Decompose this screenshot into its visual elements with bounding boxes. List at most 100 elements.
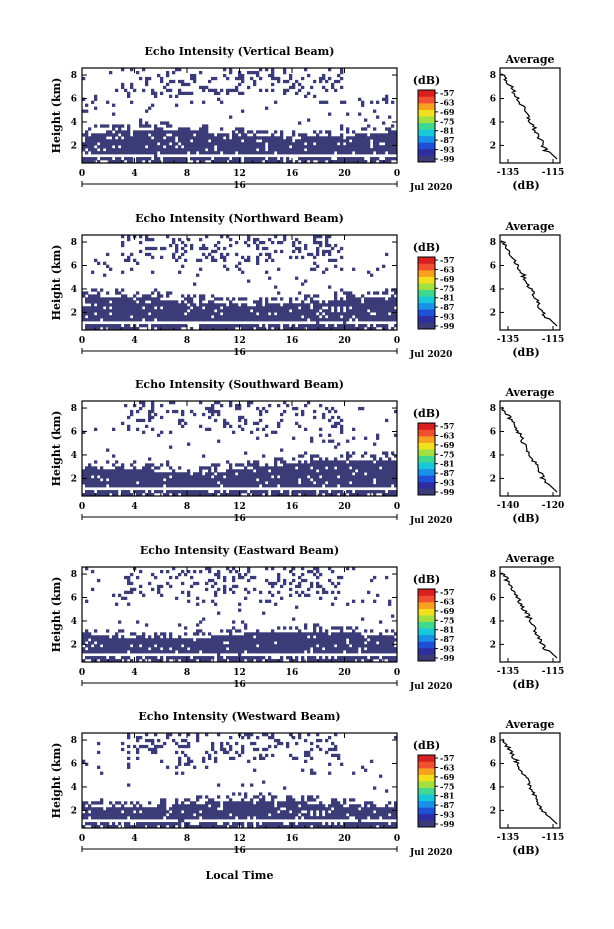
heatmap-cell — [313, 157, 317, 161]
heatmap-cell — [388, 315, 392, 319]
heatmap-cell — [199, 475, 203, 479]
heatmap-cell — [253, 160, 257, 164]
heatmap-cell — [244, 490, 248, 494]
heatmap-cell — [142, 300, 146, 304]
heatmap-cell — [361, 463, 365, 467]
heatmap-cell — [157, 635, 161, 639]
heatmap-cell — [133, 472, 137, 476]
heatmap-cell — [106, 638, 110, 642]
heatmap-cell — [142, 632, 146, 636]
heatmap-cell — [91, 466, 95, 470]
heatmap-cell — [388, 475, 392, 479]
heatmap-cell — [295, 490, 299, 494]
heatmap-cell — [142, 472, 146, 476]
heatmap-cell — [151, 145, 155, 149]
heatmap-cell — [295, 412, 299, 417]
heatmap-cell — [370, 133, 374, 137]
heatmap-cell — [319, 493, 323, 497]
heatmap-cell — [184, 157, 188, 161]
heatmap-cell — [364, 136, 368, 140]
heatmap-cell — [169, 318, 173, 322]
heatmap-cell — [226, 481, 230, 485]
heatmap-cell — [382, 472, 386, 476]
heatmap-cell — [346, 127, 350, 131]
heatmap-cell — [85, 638, 89, 642]
heatmap-cell — [346, 157, 350, 161]
heatmap-cell — [181, 750, 185, 755]
heatmap-cell — [139, 139, 143, 143]
heatmap-cell — [166, 294, 170, 298]
heatmap-cell — [271, 157, 275, 161]
heatmap-cell — [196, 315, 200, 319]
heatmap-cell — [271, 306, 275, 310]
heatmap-cell — [121, 644, 125, 648]
heatmap-cell — [193, 306, 197, 310]
heatmap-cell — [85, 632, 89, 636]
heatmap-cell — [388, 142, 392, 146]
heatmap-cell — [193, 130, 197, 134]
heatmap-cell — [181, 409, 185, 414]
heatmap-cell — [235, 656, 239, 660]
heatmap-cell — [319, 656, 323, 660]
heatmap-cell — [220, 741, 224, 746]
heatmap-cell — [322, 472, 326, 476]
heatmap-cell — [136, 493, 140, 497]
heatmap-cell — [112, 103, 116, 107]
heatmap-cell — [178, 324, 182, 328]
heatmap-cell — [373, 466, 377, 470]
heatmap-cell — [184, 145, 188, 149]
heatmap-cell — [139, 240, 143, 245]
heatmap-cell — [256, 659, 260, 663]
heatmap-cell — [169, 644, 173, 648]
heatmap-cell — [85, 567, 89, 571]
heatmap-cell — [205, 478, 209, 482]
heatmap-cell — [217, 401, 221, 405]
heatmap-cell — [343, 469, 347, 473]
heatmap-cell — [385, 288, 389, 292]
heatmap-cell — [334, 139, 338, 143]
heatmap-cell — [169, 160, 173, 164]
day-label: 16 — [233, 680, 246, 690]
heatmap-cell — [88, 481, 92, 485]
heatmap-cell — [271, 490, 275, 494]
heatmap-cell — [265, 747, 269, 752]
heatmap-cell — [175, 133, 179, 137]
heatmap-cell — [202, 133, 206, 137]
heatmap-cell — [121, 124, 125, 128]
heatmap-cell — [307, 312, 311, 316]
heatmap-cell — [175, 750, 179, 755]
heatmap-cell — [283, 327, 287, 331]
heatmap-cell — [139, 118, 143, 122]
heatmap-cell — [193, 136, 197, 140]
heatmap-cell — [259, 466, 263, 470]
heatmap-cell — [199, 160, 203, 164]
heatmap-cell — [286, 635, 290, 639]
heatmap-cell — [136, 575, 140, 580]
heatmap-cell — [148, 747, 152, 752]
heatmap-cell — [292, 318, 296, 322]
heatmap-cell — [394, 157, 398, 161]
heatmap-cell — [280, 448, 284, 452]
heatmap-cell — [91, 490, 95, 494]
heatmap-cell — [223, 584, 227, 589]
heatmap-cell — [169, 130, 173, 134]
heatmap-cell — [88, 157, 92, 161]
heatmap-cell — [235, 490, 239, 494]
heatmap-cell — [286, 478, 290, 482]
heatmap-cell — [376, 145, 380, 149]
heatmap-cell — [199, 472, 203, 476]
heatmap-cell — [220, 142, 224, 146]
heatmap-cell — [100, 309, 104, 313]
heatmap-cell — [85, 478, 89, 482]
heatmap-cell — [328, 157, 332, 161]
heatmap-cell — [235, 750, 239, 755]
heatmap-cell — [286, 484, 290, 488]
heatmap-cell — [331, 741, 335, 746]
heatmap-cell — [322, 157, 326, 161]
heatmap-cell — [328, 638, 332, 642]
heatmap-cell — [304, 753, 308, 758]
heatmap-cell — [85, 469, 89, 473]
heatmap-cell — [154, 750, 158, 755]
heatmap-cell — [115, 460, 119, 464]
heatmap-cell — [349, 157, 353, 161]
